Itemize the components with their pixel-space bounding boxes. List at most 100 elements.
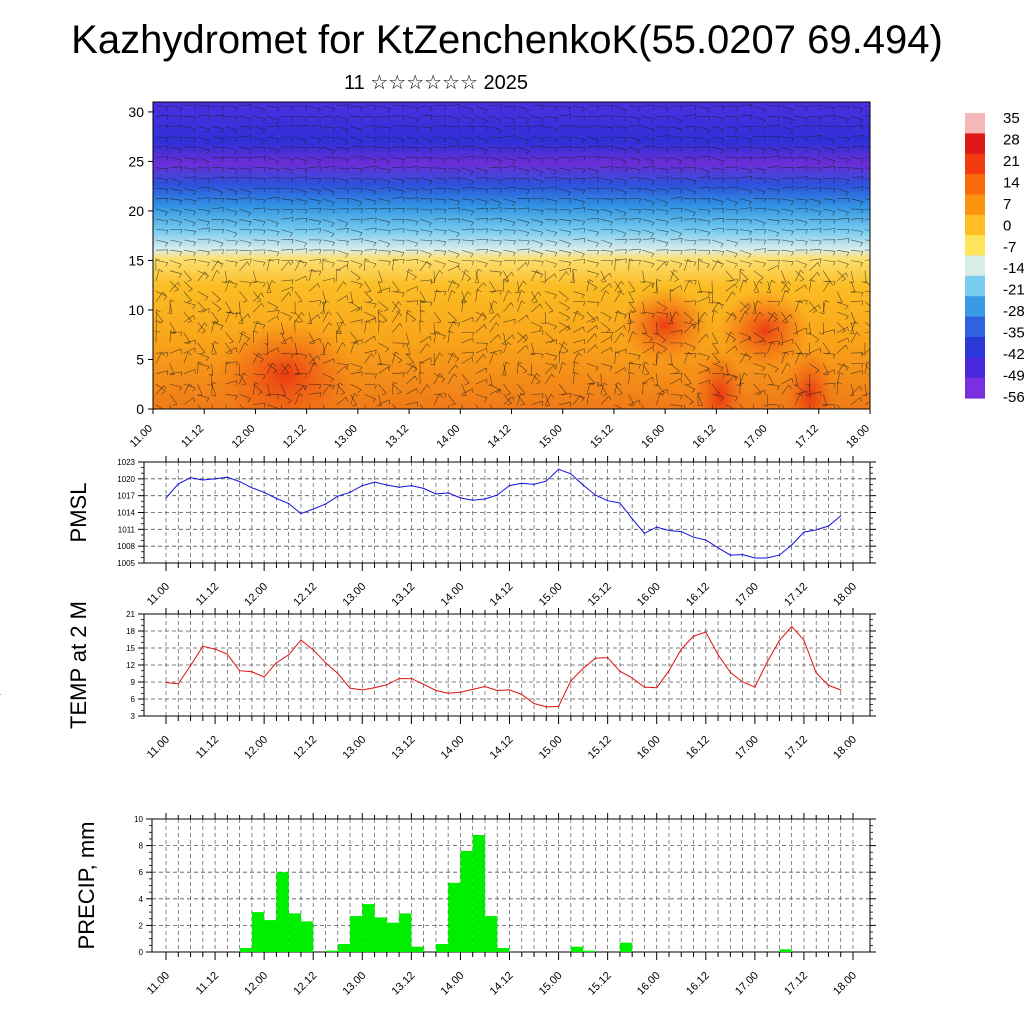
wind-barb-feather xyxy=(720,160,724,165)
wind-barb xyxy=(725,270,734,281)
wind-barb-feather xyxy=(300,259,304,264)
wind-barb xyxy=(531,373,537,385)
wind-barb xyxy=(586,208,599,212)
wind-barb xyxy=(267,136,280,140)
data-point xyxy=(214,648,216,650)
wind-barb-feather xyxy=(456,140,460,145)
x-tick-label: 13.00 xyxy=(340,581,368,609)
wind-barb xyxy=(809,239,822,242)
wind-barb-feather xyxy=(583,301,586,307)
wind-barb-feather xyxy=(715,362,720,365)
wind-barb xyxy=(698,352,710,357)
wind-barb xyxy=(753,105,766,110)
wind-barb xyxy=(211,260,219,271)
wind-barb xyxy=(378,198,391,202)
wind-barb-feather xyxy=(387,169,391,174)
precip-bar xyxy=(251,912,265,952)
wind-barb-feather xyxy=(818,304,821,310)
wind-barb xyxy=(475,260,488,264)
wind-barb-feather xyxy=(262,282,266,288)
wind-barb-feather xyxy=(384,308,389,312)
wind-barb-feather xyxy=(402,146,405,152)
wind-barb-feather xyxy=(539,181,544,186)
wind-barb xyxy=(406,239,418,244)
wind-barb-feather xyxy=(179,190,182,195)
wind-barb xyxy=(475,270,480,283)
wind-barb xyxy=(711,394,724,398)
wind-barb-feather xyxy=(166,198,169,203)
x-tick-label: 12.00 xyxy=(242,734,270,762)
wind-barb xyxy=(253,219,266,222)
wind-barb-feather xyxy=(388,261,391,266)
wind-barb xyxy=(392,207,405,210)
wind-barb-feather xyxy=(637,140,641,145)
wind-barb xyxy=(225,176,238,179)
data-point xyxy=(827,684,830,687)
wind-barb-feather xyxy=(331,262,335,268)
wind-barb-feather xyxy=(791,138,794,143)
wind-barb xyxy=(322,300,326,313)
wind-barb-feather xyxy=(860,292,864,297)
wind-barb-feather xyxy=(332,137,336,143)
colorbar-label: -14 xyxy=(1003,260,1024,277)
wind-barb-feather xyxy=(650,233,655,238)
wind-barb-feather xyxy=(416,197,419,203)
wind-barb-feather xyxy=(443,168,447,173)
wind-barb-feather xyxy=(456,233,460,238)
wind-barb-feather xyxy=(420,299,425,302)
wind-barb xyxy=(350,249,363,252)
wind-barb xyxy=(781,239,794,243)
wind-barb-feather xyxy=(415,189,419,195)
wind-barb xyxy=(364,157,377,161)
wind-barb-feather xyxy=(216,299,221,302)
wind-barb xyxy=(837,238,850,241)
wind-barb xyxy=(767,280,772,292)
wind-barb-feather xyxy=(721,251,725,256)
wind-barb-feather xyxy=(375,228,377,233)
wind-barb-feather xyxy=(876,116,877,120)
wind-barb-feather xyxy=(597,105,600,111)
wind-barb xyxy=(447,321,454,333)
wind-barb-feather xyxy=(345,397,348,402)
wind-barb xyxy=(559,114,572,117)
wind-barb-feather xyxy=(206,149,210,154)
wind-barb xyxy=(864,156,870,158)
wind-barb xyxy=(684,136,697,139)
wind-barb-feather xyxy=(311,269,316,273)
x-tick-label: 13.00 xyxy=(340,970,368,998)
data-point xyxy=(643,532,646,534)
wind-barb-feather xyxy=(304,200,308,206)
wind-barb-feather xyxy=(540,232,544,237)
wind-barb xyxy=(253,126,265,130)
wind-barb-feather xyxy=(617,393,623,396)
wind-barb-feather xyxy=(428,254,432,258)
wind-barb-feather xyxy=(568,231,572,236)
wind-barb xyxy=(850,105,863,109)
wind-barb-feather xyxy=(837,382,843,385)
wind-barb-feather xyxy=(342,322,346,326)
wind-barb-feather xyxy=(388,187,391,193)
wind-barb-feather xyxy=(499,240,502,246)
wind-barb xyxy=(475,379,487,385)
wind-barb-feather xyxy=(708,239,711,245)
wind-barb xyxy=(364,311,376,318)
wind-barb xyxy=(294,291,303,302)
wind-barb-feather xyxy=(360,219,363,224)
wind-barb xyxy=(461,105,474,111)
wind-barb-feather xyxy=(583,228,586,233)
wind-barb-feather xyxy=(373,159,377,164)
wind-barb-feather xyxy=(777,250,780,256)
wind-barb-feather xyxy=(595,273,599,278)
wind-barb-feather xyxy=(694,322,699,325)
wind-barb-feather xyxy=(658,351,663,354)
wind-barb xyxy=(183,104,196,107)
wind-barb xyxy=(169,177,182,183)
wind-barb xyxy=(711,332,719,344)
wind-barb xyxy=(364,320,367,333)
wind-barb xyxy=(197,126,210,130)
wind-barb-feather xyxy=(689,401,694,405)
wind-barb-feather xyxy=(870,289,874,291)
wind-barb-feather xyxy=(607,317,612,321)
wind-barb-feather xyxy=(291,249,294,254)
x-tick-label: 11.12 xyxy=(194,734,221,761)
